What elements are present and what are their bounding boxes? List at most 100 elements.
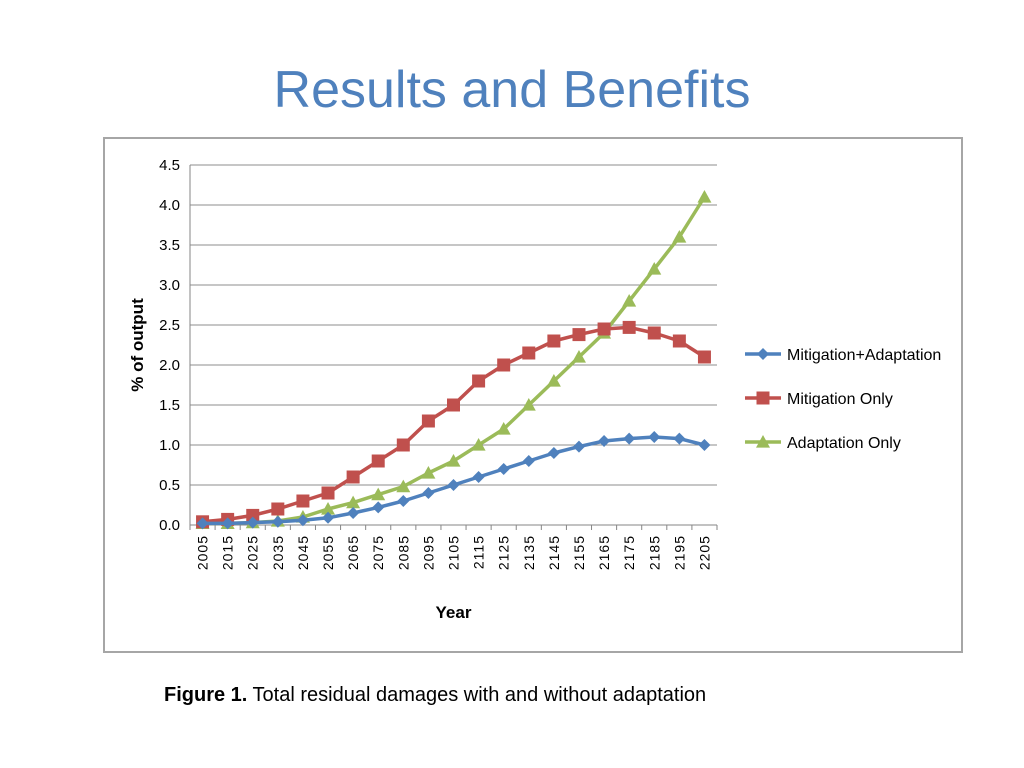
- y-axis-title: % of output: [128, 298, 147, 392]
- data-point-mitigation-only: [522, 346, 536, 360]
- y-tick-label: 2.0: [159, 357, 180, 374]
- data-point-mitigation-adaptation: [271, 515, 284, 528]
- x-tick-label: 2065: [345, 535, 361, 570]
- data-point-mitigation-adaptation: [196, 517, 209, 530]
- data-point-mitigation-adaptation: [572, 440, 585, 453]
- y-tick-label: 4.0: [159, 197, 180, 214]
- data-point-mitigation-adaptation: [397, 495, 410, 507]
- x-tick-label: 2185: [646, 535, 662, 570]
- legend-label-adaptation-only: Adaptation Only: [787, 435, 901, 452]
- data-point-adaptation-only: [496, 422, 511, 435]
- x-tick-label: 2025: [245, 535, 261, 570]
- y-tick-label: 1.5: [159, 397, 180, 414]
- y-tick-label: 2.5: [159, 317, 180, 334]
- x-tick-label: 2195: [671, 535, 687, 570]
- data-point-mitigation-only: [472, 374, 486, 388]
- x-tick-label: 2115: [471, 535, 487, 569]
- data-point-mitigation-only: [296, 494, 310, 508]
- slide-title: Results and Benefits: [273, 61, 751, 119]
- data-point-mitigation-adaptation: [246, 516, 259, 529]
- data-point-adaptation-only: [647, 262, 662, 275]
- x-tick-label: 2095: [420, 535, 436, 570]
- data-point-mitigation-adaptation: [598, 435, 611, 447]
- data-point-adaptation-only: [321, 502, 336, 515]
- y-tick-label: 3.5: [159, 237, 180, 254]
- data-point-mitigation-adaptation: [472, 471, 485, 483]
- caption-text: Total residual damages with and without …: [247, 684, 707, 706]
- data-point-mitigation-only: [396, 438, 410, 452]
- data-point-mitigation-only: [421, 414, 435, 428]
- data-point-adaptation-only: [421, 466, 436, 479]
- data-point-mitigation-adaptation: [698, 439, 711, 451]
- data-point-mitigation-only: [346, 470, 360, 484]
- data-point-mitigation-only: [246, 508, 260, 522]
- data-point-mitigation-only: [697, 350, 711, 364]
- x-axis-title: Year: [436, 603, 472, 622]
- data-point-mitigation-only: [622, 320, 636, 334]
- data-point-mitigation-only: [672, 334, 686, 348]
- x-tick-label: 2145: [546, 535, 562, 570]
- data-point-adaptation-only: [396, 479, 411, 493]
- data-point-mitigation-adaptation: [547, 447, 560, 459]
- x-tick-label: 2015: [220, 535, 236, 570]
- x-tick-label: 2075: [370, 535, 386, 570]
- data-point-adaptation-only: [622, 294, 637, 307]
- x-tick-label: 2085: [395, 535, 411, 570]
- data-point-adaptation-only: [446, 454, 461, 467]
- data-point-mitigation-adaptation: [673, 432, 686, 445]
- data-point-mitigation-only: [497, 358, 511, 372]
- x-tick-label: 2005: [195, 535, 211, 570]
- data-point-mitigation-adaptation: [372, 501, 385, 514]
- x-tick-label: 2125: [496, 535, 512, 570]
- figure-caption: Figure 1. Total residual damages with an…: [164, 684, 706, 707]
- legend-label-mitigation-adaptation: Mitigation+Adaptation: [787, 347, 941, 364]
- data-point-mitigation-adaptation: [497, 463, 510, 475]
- data-point-adaptation-only: [571, 350, 586, 363]
- data-point-mitigation-adaptation: [648, 431, 661, 443]
- x-tick-label: 2205: [696, 535, 712, 570]
- legend-label-mitigation-only: Mitigation Only: [787, 391, 893, 408]
- y-tick-label: 3.0: [159, 277, 180, 294]
- x-tick-label: 2105: [446, 535, 462, 570]
- data-point-adaptation-only: [697, 190, 712, 203]
- data-point-mitigation-only: [572, 328, 586, 342]
- x-tick-label: 2045: [295, 535, 311, 570]
- x-tick-label: 2175: [621, 535, 637, 570]
- data-point-mitigation-only: [597, 322, 611, 336]
- legend-marker-mitigation-adaptation: [757, 348, 769, 360]
- data-point-mitigation-adaptation: [347, 507, 360, 519]
- x-tick-label: 2135: [521, 535, 537, 570]
- chart-frame: 0.0 0.5 1.0 1.5 2.0 2.5 3.0 3.5 4.0 4.5 2005 2015 20…: [103, 137, 963, 653]
- y-tick-label: 0.0: [159, 517, 180, 534]
- data-point-mitigation-adaptation: [422, 487, 435, 499]
- data-point-mitigation-adaptation: [322, 511, 335, 524]
- x-tick-label: 2055: [320, 535, 336, 570]
- caption-label: Figure 1.: [164, 684, 248, 706]
- data-point-adaptation-only: [471, 438, 486, 451]
- data-point-mitigation-only: [371, 454, 385, 468]
- data-point-mitigation-adaptation: [447, 479, 460, 491]
- data-point-mitigation-only: [271, 502, 285, 516]
- x-tick-label: 2035: [270, 535, 286, 570]
- data-point-mitigation-only: [647, 326, 661, 340]
- x-tick-label: 2155: [571, 535, 587, 570]
- data-point-adaptation-only: [346, 495, 361, 509]
- data-point-adaptation-only: [521, 398, 536, 411]
- x-tick-label: 2165: [596, 535, 612, 570]
- y-tick-label: 1.0: [159, 437, 180, 454]
- series-line-adaptation-only: [202, 196, 706, 526]
- data-point-mitigation-adaptation: [623, 432, 636, 445]
- data-point-mitigation-adaptation: [522, 455, 535, 467]
- data-point-mitigation-only: [447, 398, 460, 412]
- series-line-mitigation-only: [202, 325, 706, 524]
- y-tick-label: 0.5: [159, 477, 180, 494]
- legend-marker-adaptation-only: [756, 435, 770, 448]
- data-point-adaptation-only: [546, 374, 561, 387]
- data-point-mitigation-only: [321, 486, 335, 500]
- data-point-mitigation-adaptation: [296, 514, 309, 527]
- data-point-adaptation-only: [672, 230, 687, 243]
- line-chart: 0.0 0.5 1.0 1.5 2.0 2.5 3.0 3.5 4.0 4.5 2005 2015 20…: [128, 157, 941, 622]
- y-tick-label: 4.5: [159, 157, 180, 174]
- data-point-mitigation-adaptation: [221, 517, 234, 530]
- legend-marker-mitigation-only: [756, 391, 770, 405]
